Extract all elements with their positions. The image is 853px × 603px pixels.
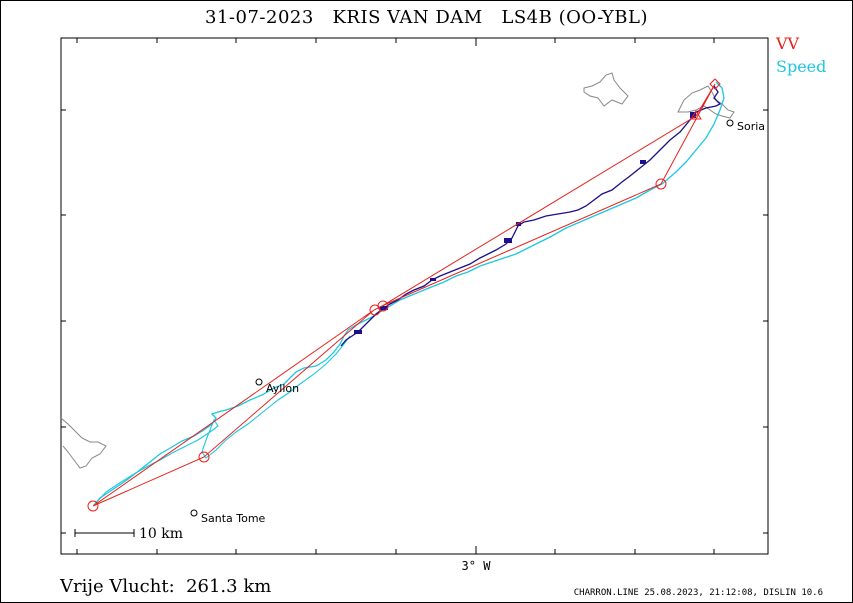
scale-bar: 10 km — [74, 526, 183, 542]
flight-title: 31-07-2023 KRIS VAN DAM LS4B (OO-YBL) — [205, 7, 648, 28]
town-santa-tome: Santa Tome — [190, 509, 266, 525]
speed-track-upper — [93, 335, 351, 506]
legend-vv: VV — [776, 34, 800, 53]
turnpoint-3 — [377, 300, 389, 312]
speed-track — [93, 81, 725, 506]
legend-speed: Speed — [776, 57, 827, 76]
free-flight-distance: Vrije Vlucht: 261.3 km — [60, 576, 272, 597]
town-marker — [190, 509, 198, 517]
town-ayllon: Ayllon — [255, 378, 299, 395]
town-marker — [255, 378, 263, 386]
turnpoints — [87, 78, 721, 512]
turnpoint-1 — [198, 451, 210, 463]
turnpoint-start — [87, 500, 99, 512]
terrain-outlines — [60, 72, 735, 469]
generator-credit: CHARRON.LINE 25.08.2023, 21:12:08, DISLI… — [573, 588, 823, 598]
plot-border — [60, 37, 769, 555]
turnpoint-4 — [655, 178, 667, 190]
x-axis-label: 3° W — [462, 559, 492, 573]
flight-track — [340, 85, 722, 347]
turnpoint-triangle — [690, 110, 702, 120]
turnpoint-diamond — [709, 78, 721, 90]
town-label: Santa Tome — [201, 512, 266, 525]
town-soria: Soria — [726, 119, 765, 133]
axis-ticks — [61, 38, 768, 554]
scale-bar-label: 10 km — [139, 526, 183, 542]
town-label: Ayllon — [266, 382, 299, 395]
thermal-markers — [354, 112, 696, 334]
town-label: Soria — [737, 120, 765, 133]
town-marker — [726, 119, 734, 127]
